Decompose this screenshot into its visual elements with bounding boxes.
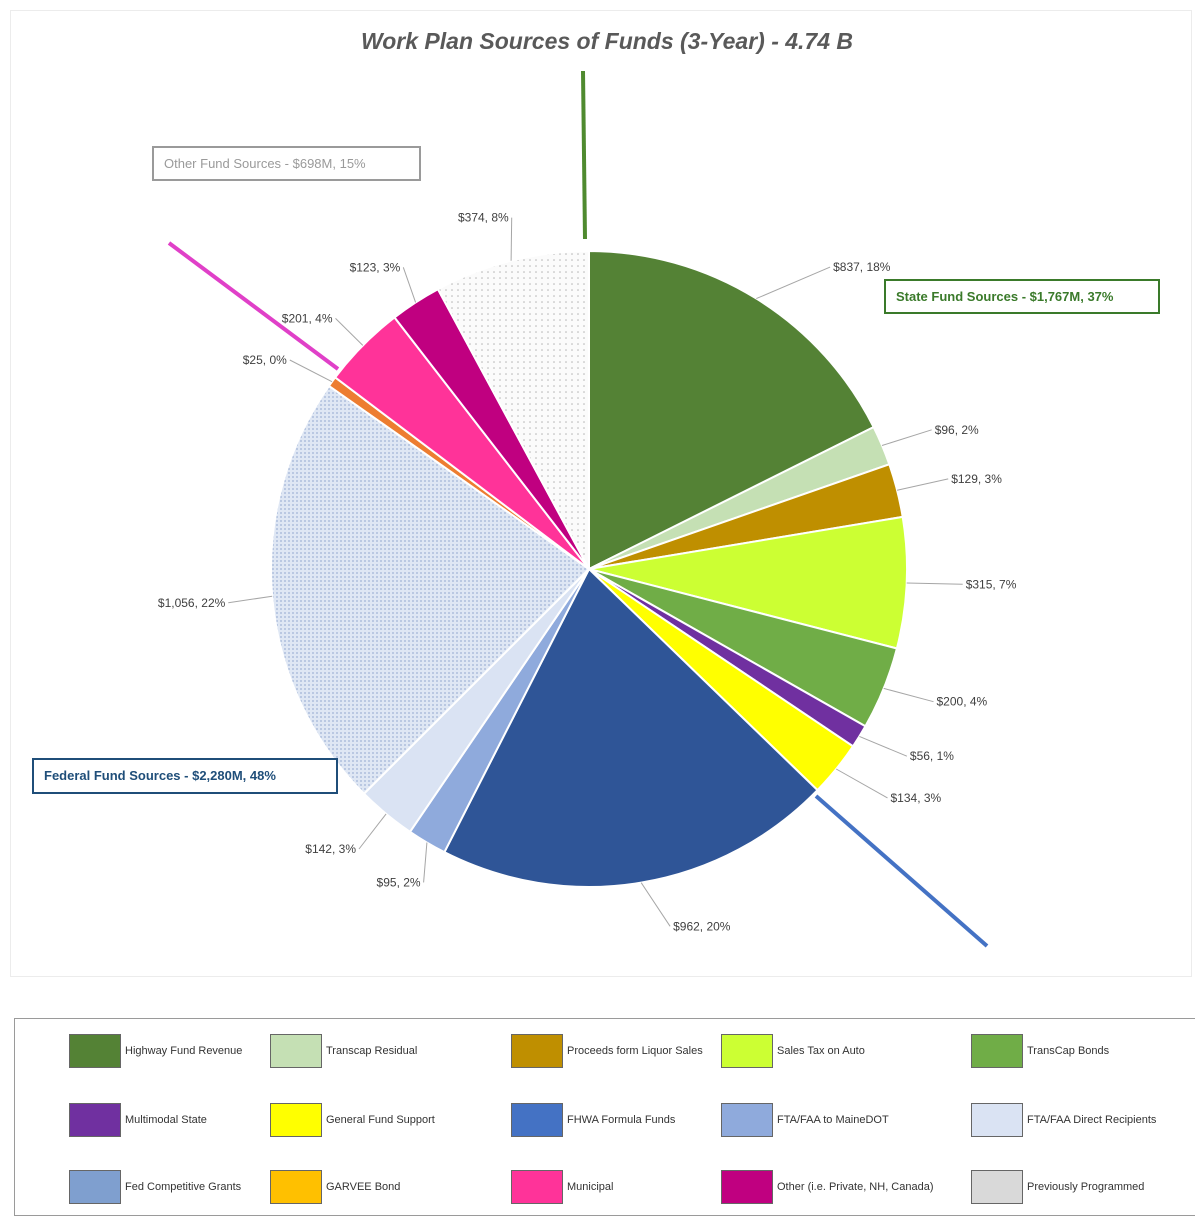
legend-label: TransCap Bonds xyxy=(1027,1045,1110,1057)
data-label: $95, 2% xyxy=(377,875,421,889)
data-label: $200, 4% xyxy=(937,695,988,709)
federal-fund-group-label: Federal Fund Sources - $2,280M, 48% xyxy=(32,758,338,794)
data-label: $129, 3% xyxy=(951,472,1002,486)
legend-label: Proceeds form Liquor Sales xyxy=(567,1045,703,1057)
legend-item: General Fund Support xyxy=(270,1102,435,1138)
legend-swatch xyxy=(511,1103,563,1137)
leader-line xyxy=(835,768,888,799)
legend-label: General Fund Support xyxy=(326,1114,435,1126)
legend-label: Transcap Residual xyxy=(326,1045,418,1057)
data-label: $25, 0% xyxy=(243,353,287,367)
leader-line xyxy=(881,429,932,446)
legend-swatch xyxy=(721,1103,773,1137)
legend-label: Fed Competitive Grants xyxy=(125,1181,242,1193)
legend-item: FHWA Formula Funds xyxy=(511,1102,675,1138)
state-group-divider xyxy=(581,70,587,240)
leader-line xyxy=(896,478,949,491)
legend-item: Proceeds form Liquor Sales xyxy=(511,1033,703,1069)
pie-chart: Work Plan Sources of Funds (3-Year) - 4.… xyxy=(158,28,1017,948)
leader-line xyxy=(289,359,333,383)
data-label: $1,056, 22% xyxy=(158,596,226,610)
legend-item: Multimodal State xyxy=(69,1102,207,1138)
leader-line xyxy=(402,267,417,303)
leader-line xyxy=(358,813,387,850)
chart-legend: Highway Fund Revenue Transcap Residual Pro… xyxy=(14,1018,1195,1216)
legend-swatch xyxy=(971,1103,1023,1137)
legend-item: Previously Programmed xyxy=(971,1169,1144,1205)
data-label: $374, 8% xyxy=(458,211,509,225)
legend-swatch xyxy=(511,1170,563,1204)
legend-item: Municipal xyxy=(511,1169,613,1205)
state-fund-group-label: State Fund Sources - $1,767M, 37% xyxy=(884,279,1160,314)
data-label: $134, 3% xyxy=(891,791,942,805)
legend-swatch xyxy=(971,1034,1023,1068)
legend-label: FTA/FAA Direct Recipients xyxy=(1027,1114,1157,1126)
legend-item: Highway Fund Revenue xyxy=(69,1033,242,1069)
leader-line xyxy=(640,882,671,927)
chart-panel: Work Plan Sources of Funds (3-Year) - 4.… xyxy=(10,10,1192,977)
legend-item: GARVEE Bond xyxy=(270,1169,400,1205)
chart-title: Work Plan Sources of Funds (3-Year) - 4.… xyxy=(361,28,853,54)
leader-line xyxy=(756,266,831,300)
leader-line xyxy=(859,735,908,757)
legend-swatch xyxy=(69,1103,121,1137)
legend-swatch xyxy=(270,1034,322,1068)
legend-swatch xyxy=(69,1170,121,1204)
legend-label: Municipal xyxy=(567,1181,614,1193)
data-label: $56, 1% xyxy=(910,749,954,763)
leader-line xyxy=(423,842,428,883)
legend-label: FHWA Formula Funds xyxy=(567,1114,676,1126)
federal-group-divider xyxy=(814,794,989,948)
pie-slice xyxy=(443,567,819,888)
legend-label: Other (i.e. Private, NH, Canada) xyxy=(777,1181,934,1193)
pie-slice xyxy=(436,249,590,570)
legend-item: FTA/FAA Direct Recipients xyxy=(971,1102,1156,1138)
legend-item: Other (i.e. Private, NH, Canada) xyxy=(721,1169,934,1205)
other-fund-group-label: Other Fund Sources - $698M, 15% xyxy=(152,146,421,181)
legend-item: Fed Competitive Grants xyxy=(69,1169,241,1205)
legend-swatch xyxy=(270,1170,322,1204)
data-label: $962, 20% xyxy=(673,919,731,933)
legend-swatch xyxy=(511,1034,563,1068)
data-label: $123, 3% xyxy=(350,260,401,274)
leader-line xyxy=(335,318,364,346)
leader-line xyxy=(510,217,513,261)
legend-swatch xyxy=(69,1034,121,1068)
data-label: $96, 2% xyxy=(935,423,979,437)
legend-label: Previously Programmed xyxy=(1027,1181,1145,1193)
legend-label: GARVEE Bond xyxy=(326,1181,401,1193)
legend-label: Multimodal State xyxy=(125,1114,207,1126)
legend-item: Transcap Residual xyxy=(270,1033,417,1069)
legend-swatch xyxy=(721,1170,773,1204)
legend-item: TransCap Bonds xyxy=(971,1033,1109,1069)
pie-slice xyxy=(588,515,908,650)
data-label: $142, 3% xyxy=(305,842,356,856)
other-group-divider xyxy=(167,241,340,371)
leader-line xyxy=(906,582,963,585)
data-label: $201, 4% xyxy=(282,311,333,325)
data-label: $837, 18% xyxy=(833,260,891,274)
data-label: $315, 7% xyxy=(966,577,1017,591)
legend-swatch xyxy=(971,1170,1023,1204)
legend-item: Sales Tax on Auto xyxy=(721,1033,865,1069)
legend-swatch xyxy=(270,1103,322,1137)
legend-label: Sales Tax on Auto xyxy=(777,1045,865,1057)
leader-line xyxy=(228,595,273,604)
legend-item: FTA/FAA to MaineDOT xyxy=(721,1102,889,1138)
legend-swatch xyxy=(721,1034,773,1068)
legend-label: FTA/FAA to MaineDOT xyxy=(777,1114,889,1126)
legend-label: Highway Fund Revenue xyxy=(125,1045,243,1057)
leader-line xyxy=(883,687,934,703)
